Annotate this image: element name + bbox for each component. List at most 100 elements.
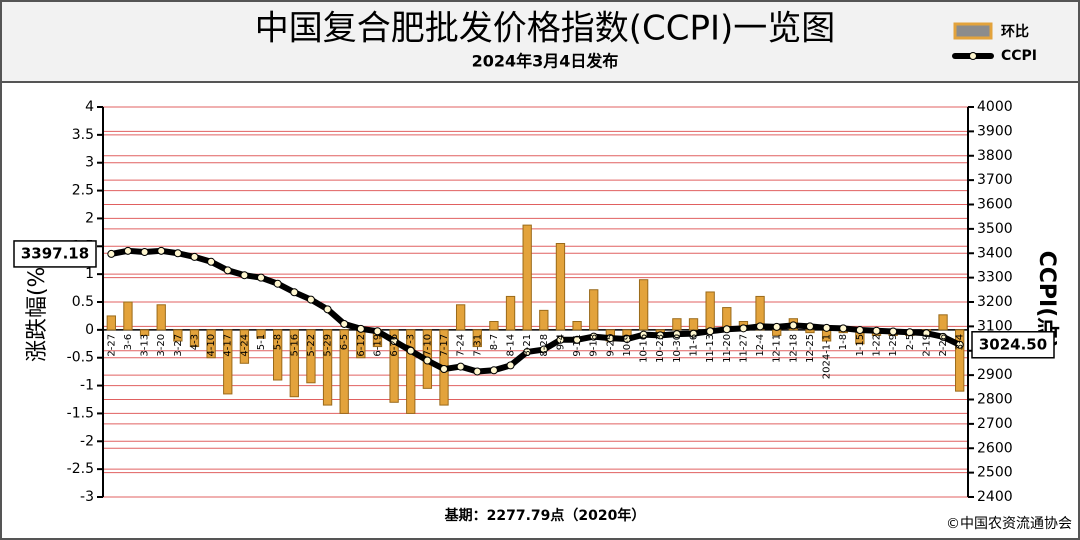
y-tick-label: 0.5 xyxy=(72,294,94,310)
y2-tick-label: 2900 xyxy=(977,367,1013,383)
y-tick-label: -1.5 xyxy=(67,405,94,421)
x-tick-label: 9-25 xyxy=(605,334,616,357)
y2-tick-label: 3500 xyxy=(977,221,1013,237)
bar xyxy=(589,289,599,331)
x-tick-label: 11-6 xyxy=(689,334,700,357)
y2-tick-label: 3200 xyxy=(977,294,1013,310)
y2-tick-label: 3400 xyxy=(977,245,1013,261)
y-tick-label: 3.5 xyxy=(72,127,94,143)
line-marker xyxy=(839,324,848,333)
x-tick-label: 4-17 xyxy=(223,334,234,357)
bar xyxy=(139,329,150,336)
x-tick-label: 3-27 xyxy=(173,334,184,357)
line-marker xyxy=(639,330,648,339)
line-marker xyxy=(789,321,798,330)
y-tick-label: -2 xyxy=(80,433,94,449)
line-marker xyxy=(539,345,548,354)
y-tick-label: 3 xyxy=(85,155,94,171)
y-tick-label: -0.5 xyxy=(67,350,94,366)
y2-tick-label: 3600 xyxy=(977,197,1013,213)
bar xyxy=(306,329,316,384)
line-marker xyxy=(473,367,482,376)
x-tick-label: 5-22 xyxy=(306,334,317,357)
bar xyxy=(289,329,299,398)
bar xyxy=(472,329,482,348)
line-marker xyxy=(523,347,532,356)
x-tick-label: 1-22 xyxy=(872,334,883,357)
x-tick-label: 3-6 xyxy=(123,334,134,350)
x-tick-label: 9-4 xyxy=(555,334,566,350)
x-tick-label: 5-16 xyxy=(289,334,300,357)
x-tick-label: 12-4 xyxy=(755,334,766,357)
y-tick-label: 4 xyxy=(85,99,94,115)
line-marker xyxy=(190,252,199,261)
y-tick-label: 1 xyxy=(85,266,94,282)
x-tick-label: 7-17 xyxy=(439,334,450,357)
x-tick-label: 12-18 xyxy=(788,334,799,363)
line-marker xyxy=(706,327,715,336)
bar xyxy=(406,329,416,414)
line-marker xyxy=(739,324,748,333)
value-label-box xyxy=(13,240,97,268)
line-marker xyxy=(173,249,182,258)
y2-tick-label: 3100 xyxy=(977,318,1013,334)
line-marker xyxy=(257,273,266,282)
y-axis-label: 涨跌幅(%) xyxy=(25,258,50,362)
line-marker xyxy=(340,319,349,328)
line-marker xyxy=(672,330,681,339)
x-tick-label: 6-19 xyxy=(372,334,383,357)
bar xyxy=(273,329,283,381)
header-band xyxy=(0,0,1080,83)
line-marker xyxy=(822,323,831,332)
bar xyxy=(189,329,200,348)
line-marker xyxy=(922,329,931,338)
line-marker xyxy=(556,335,565,344)
line-marker xyxy=(356,324,365,333)
bar xyxy=(505,295,516,331)
x-tick-label: 6-12 xyxy=(356,334,367,357)
legend-label: 环比 xyxy=(1001,23,1029,40)
y2-tick-label: 4000 xyxy=(977,99,1013,115)
footer-note: 基期：2277.79点（2020年） xyxy=(445,507,646,524)
y-tick-label: 2.5 xyxy=(72,183,94,199)
x-tick-label: 9-18 xyxy=(589,334,600,357)
x-tick-label: 8-21 xyxy=(522,334,533,357)
line-marker xyxy=(622,335,631,344)
x-tick-label: 12-25 xyxy=(805,334,816,363)
legend-label: CCPI xyxy=(1001,48,1037,64)
line-marker xyxy=(240,271,249,280)
x-tick-label: 8-14 xyxy=(506,334,517,357)
x-tick-label: 10-16 xyxy=(639,334,650,363)
x-tick-label: 7-31 xyxy=(472,334,483,357)
line-marker xyxy=(872,326,881,335)
line-marker xyxy=(939,332,948,341)
x-tick-label: 3-4 xyxy=(955,334,966,350)
line-marker xyxy=(440,365,449,374)
line-marker xyxy=(223,266,232,275)
chart-title: 中国复合肥批发价格指数(CCPI)一览图 xyxy=(255,9,836,49)
line-marker xyxy=(506,361,515,370)
x-tick-label: 4-3 xyxy=(189,334,200,350)
line-marker xyxy=(573,335,582,344)
x-tick-label: 5-1 xyxy=(256,334,267,350)
line-marker xyxy=(589,332,598,341)
bar xyxy=(522,224,532,331)
y2-tick-label: 2800 xyxy=(977,392,1013,408)
bar xyxy=(489,321,499,331)
line-marker xyxy=(889,327,898,336)
bar xyxy=(206,329,216,359)
line-marker xyxy=(772,322,781,331)
chart-subtitle: 2024年3月4日发布 xyxy=(472,52,619,71)
line-marker xyxy=(140,248,149,257)
x-tick-label: 7-10 xyxy=(422,334,433,357)
source: ©中国农资流通协会 xyxy=(946,516,1072,532)
bar xyxy=(223,329,233,395)
value-label: 3024.50 xyxy=(979,335,1047,353)
y-tick-label: -3 xyxy=(80,489,94,505)
x-tick-label: 11-13 xyxy=(705,334,716,363)
line-marker xyxy=(390,337,399,345)
line-marker xyxy=(273,279,282,288)
x-tick-label: 9-11 xyxy=(572,334,583,357)
line-marker xyxy=(722,325,731,334)
